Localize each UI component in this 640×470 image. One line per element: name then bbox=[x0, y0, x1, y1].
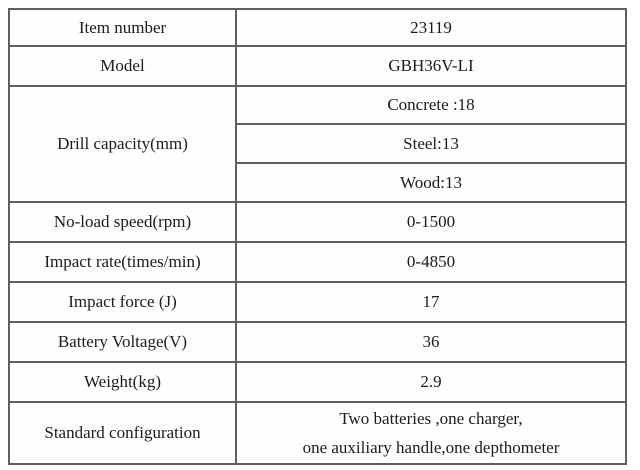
spec-label-impact-rate: Impact rate(times/min) bbox=[8, 241, 237, 283]
row-item-number: Item number 23119 bbox=[8, 8, 627, 47]
row-drill-capacity-steel: Steel:13 bbox=[9, 123, 627, 164]
spec-value-drill-wood: Wood:13 bbox=[235, 162, 627, 203]
spec-label-no-load-speed: No-load speed(rpm) bbox=[8, 201, 237, 243]
standard-configuration-line-1: Two batteries ,one charger, bbox=[339, 409, 523, 428]
spec-value-drill-steel: Steel:13 bbox=[235, 123, 627, 164]
row-model: Model GBH36V-LI bbox=[8, 45, 627, 87]
row-impact-force: Impact force (J) 17 bbox=[8, 281, 627, 323]
spec-value-standard-configuration: Two batteries ,one charger, one auxiliar… bbox=[235, 401, 627, 465]
row-drill-capacity-wood: Wood:13 bbox=[9, 162, 627, 203]
spec-value-impact-force: 17 bbox=[235, 281, 627, 323]
spec-label-standard-configuration: Standard configuration bbox=[8, 401, 237, 465]
spec-value-impact-rate: 0-4850 bbox=[235, 241, 627, 283]
spec-label-model: Model bbox=[8, 45, 237, 87]
spec-label-drill-capacity: Drill capacity(mm) bbox=[8, 85, 237, 203]
spec-value-item-number: 23119 bbox=[235, 8, 627, 47]
spec-label-weight: Weight(kg) bbox=[8, 361, 237, 403]
spec-table-container: Item number 23119 Model GBH36V-LI Drill … bbox=[8, 8, 627, 465]
spec-label-battery-voltage: Battery Voltage(V) bbox=[8, 321, 237, 363]
row-drill-capacity-concrete: Drill capacity(mm) Concrete :18 bbox=[8, 85, 627, 203]
spec-value-no-load-speed: 0-1500 bbox=[235, 201, 627, 243]
spec-value-model: GBH36V-LI bbox=[235, 45, 627, 87]
spec-label-impact-force: Impact force (J) bbox=[8, 281, 237, 323]
spec-table: Item number 23119 Model GBH36V-LI Drill … bbox=[8, 8, 627, 465]
row-standard-configuration: Standard configuration Two batteries ,on… bbox=[8, 401, 627, 465]
row-weight: Weight(kg) 2.9 bbox=[8, 361, 627, 403]
spec-value-drill-concrete: Concrete :18 bbox=[235, 85, 627, 125]
spec-value-weight: 2.9 bbox=[235, 361, 627, 403]
row-no-load-speed: No-load speed(rpm) 0-1500 bbox=[8, 201, 627, 243]
row-battery-voltage: Battery Voltage(V) 36 bbox=[8, 321, 627, 363]
spec-value-battery-voltage: 36 bbox=[235, 321, 627, 363]
spec-label-item-number: Item number bbox=[8, 8, 237, 47]
row-impact-rate: Impact rate(times/min) 0-4850 bbox=[8, 241, 627, 283]
standard-configuration-line-2: one auxiliary handle,one depthometer bbox=[302, 438, 560, 457]
